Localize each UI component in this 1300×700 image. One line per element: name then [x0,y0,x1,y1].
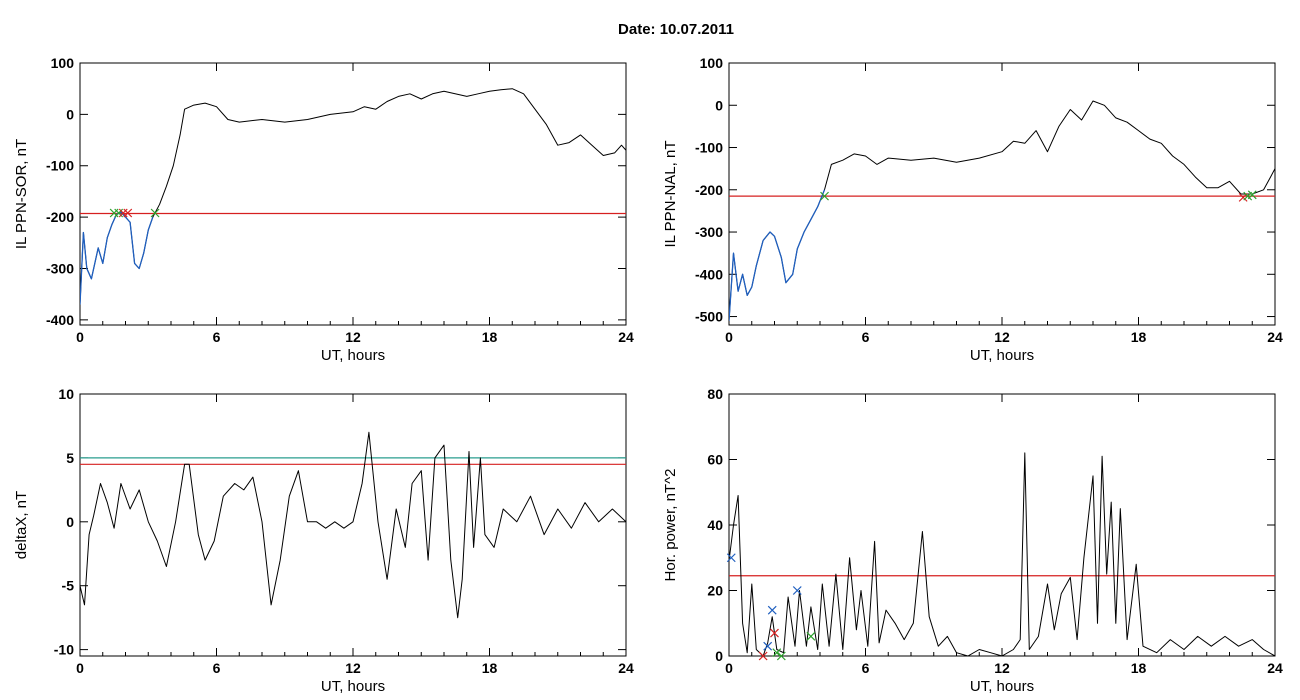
series-line [80,431,626,619]
y-tick-label: -5 [62,578,75,594]
y-tick-label: -300 [695,224,723,240]
y-axis-label: deltaX, nT [13,491,30,559]
x-axis-label: UT, hours [970,678,1034,695]
y-tick-label: 100 [700,55,724,71]
y-tick-label: 10 [58,386,74,402]
y-tick-label: -300 [46,260,74,276]
y-tick-label: 60 [707,452,723,468]
x-axis-label: UT, hours [970,347,1034,364]
marker-green-cross [1247,190,1257,200]
plot-frame [728,62,1276,326]
x-tick-label: 12 [345,660,361,676]
series-line [80,88,626,305]
y-tick-label: 5 [66,450,74,466]
y-tick-label: 0 [715,648,723,664]
marker-green-cross [820,191,829,201]
x-tick-label: 0 [725,329,733,345]
y-tick-label: 0 [66,514,74,530]
y-tick-label: 100 [51,55,75,71]
figure-title: Date: 10.07.2011 [618,21,734,38]
y-tick-label: 20 [707,583,723,599]
y-tick-label: -100 [695,140,723,156]
y-tick-label: -400 [695,266,723,282]
plot-frame [79,393,627,657]
x-tick-label: 6 [862,329,870,345]
y-axis-label: IL PPN-SOR, nT [13,139,30,249]
marker-red-cross [758,651,768,661]
y-tick-label: 0 [66,106,74,122]
marker-green-cross [806,631,816,641]
y-tick-label: 0 [715,97,723,113]
x-tick-label: 0 [725,660,733,676]
x-tick-label: 18 [482,329,498,345]
marker-blue-cross [792,586,802,595]
y-tick-label: -200 [695,182,723,198]
x-tick-label: 6 [213,660,221,676]
y-tick-label: -200 [46,209,74,225]
y-tick-label: -500 [695,309,723,325]
x-tick-label: 12 [345,329,361,345]
x-tick-label: 12 [994,329,1010,345]
y-tick-label: -10 [54,642,74,658]
x-tick-label: 6 [213,329,221,345]
x-tick-label: 18 [1131,660,1147,676]
x-axis-label: UT, hours [321,678,385,695]
marker-blue-cross [726,553,736,563]
x-tick-label: 12 [994,660,1010,676]
series-line [729,452,1275,656]
x-axis-label: UT, hours [321,347,385,364]
marker-green-cross [772,648,782,658]
y-tick-label: 80 [707,386,723,402]
y-tick-label: -100 [46,158,74,174]
marker-blue-cross [767,605,777,615]
y-tick-label: 40 [707,517,723,533]
x-tick-label: 0 [76,660,84,676]
marker-red-cross [123,208,133,218]
marker-blue-cross [763,641,773,651]
y-axis-label: Hor. power, nT^2 [662,469,679,582]
marker-green-cross [776,651,786,661]
series-highlight [80,211,154,305]
x-tick-label: 24 [1267,329,1283,345]
plot-frame [728,393,1276,657]
x-tick-label: 24 [618,329,634,345]
y-axis-label: IL PPN-NAL, nT [662,141,679,248]
panel-deltax: 0 6 12 18 24 -10 -5 0 5 10 UT, hours deltaX, nT [13,386,634,695]
y-tick-label: -400 [46,312,74,328]
panel-il-ppn-sor: 0 6 12 18 24 -400 -300 -200 -100 0 100 UT, hours IL … [13,55,634,364]
marker-green-cross [150,208,160,218]
marker-red-cross [770,628,779,638]
x-tick-label: 18 [482,660,498,676]
x-tick-label: 24 [1267,660,1283,676]
panel-il-ppn-nal: 0 6 12 18 24 -500 -400 -300 -200 -100 0 100 UT, hour… [662,55,1283,364]
x-tick-label: 24 [618,660,634,676]
x-tick-label: 0 [76,329,84,345]
series-highlight [729,189,826,321]
panel-hor-power: 0 6 12 18 24 0 20 40 60 80 UT, hours Hor. power, nT… [662,386,1283,695]
series-line [729,100,1275,321]
x-tick-label: 6 [862,660,870,676]
x-tick-label: 18 [1131,329,1147,345]
plot-frame [79,62,627,326]
